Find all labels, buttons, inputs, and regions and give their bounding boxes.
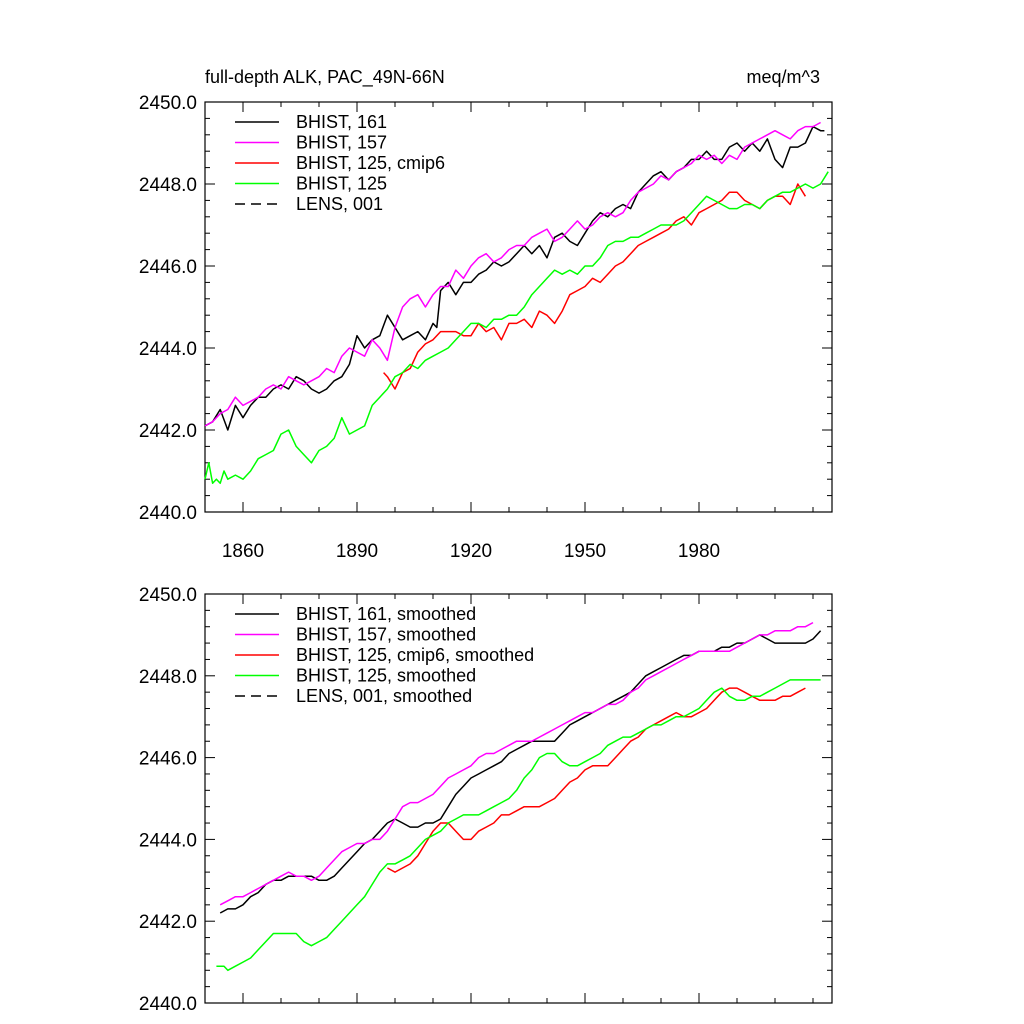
plot-frame	[204, 101, 833, 513]
plot-frame	[204, 593, 833, 1004]
x-tick-label: 1980	[678, 541, 720, 562]
series-line-2	[219, 621, 814, 906]
y-tick-label: 2440.0	[139, 503, 197, 524]
series-line-1	[219, 630, 822, 914]
series-line-4	[216, 679, 821, 972]
series-line-4	[204, 171, 829, 485]
legend-label: BHIST, 157	[296, 133, 387, 153]
y-tick-label: 2444.0	[139, 830, 197, 851]
x-tick-label: 1890	[336, 541, 378, 562]
bottom-panel: 2440.0 2442.0 2444.0 2446.0 2448.0 2450.0 BHIS…	[139, 585, 833, 1015]
legend-label: BHIST, 157, smoothed	[296, 625, 476, 645]
series-line-1	[204, 125, 825, 431]
x-tick-label: 1920	[450, 541, 492, 562]
legend-label: BHIST, 161, smoothed	[296, 604, 476, 624]
y-tick-label: 2442.0	[139, 421, 197, 442]
legend-label: BHIST, 125, smoothed	[296, 666, 476, 686]
series-line-3	[383, 183, 807, 390]
legend-label: LENS, 001	[296, 194, 383, 214]
series-line-3	[387, 687, 806, 873]
y-tick-label: 2448.0	[139, 175, 197, 196]
y-tick-label: 2450.0	[139, 93, 197, 114]
y-tick-label: 2446.0	[139, 257, 197, 278]
legend-label: BHIST, 161	[296, 112, 387, 132]
legend-label: BHIST, 125, cmip6	[296, 153, 445, 173]
chart-title-right: meq/m^3	[747, 67, 820, 87]
series-line-2	[204, 121, 821, 427]
y-tick-label: 2448.0	[139, 667, 197, 688]
legend-label: BHIST, 125	[296, 174, 387, 194]
y-tick-label: 2440.0	[139, 994, 197, 1015]
legend-label: BHIST, 125, cmip6, smoothed	[296, 645, 534, 665]
y-tick-label: 2442.0	[139, 912, 197, 933]
y-tick-label: 2446.0	[139, 749, 197, 770]
y-tick-label: 2450.0	[139, 585, 197, 606]
chart-title-left: full-depth ALK, PAC_49N-66N	[205, 67, 445, 88]
x-tick-label: 1950	[564, 541, 606, 562]
y-tick-label: 2444.0	[139, 339, 197, 360]
x-tick-label: 1860	[222, 541, 264, 562]
top-panel: 2440.0 2442.0 2444.0 2446.0 2448.0 2450.0 1860…	[139, 93, 833, 562]
legend-label: LENS, 001, smoothed	[296, 686, 472, 706]
